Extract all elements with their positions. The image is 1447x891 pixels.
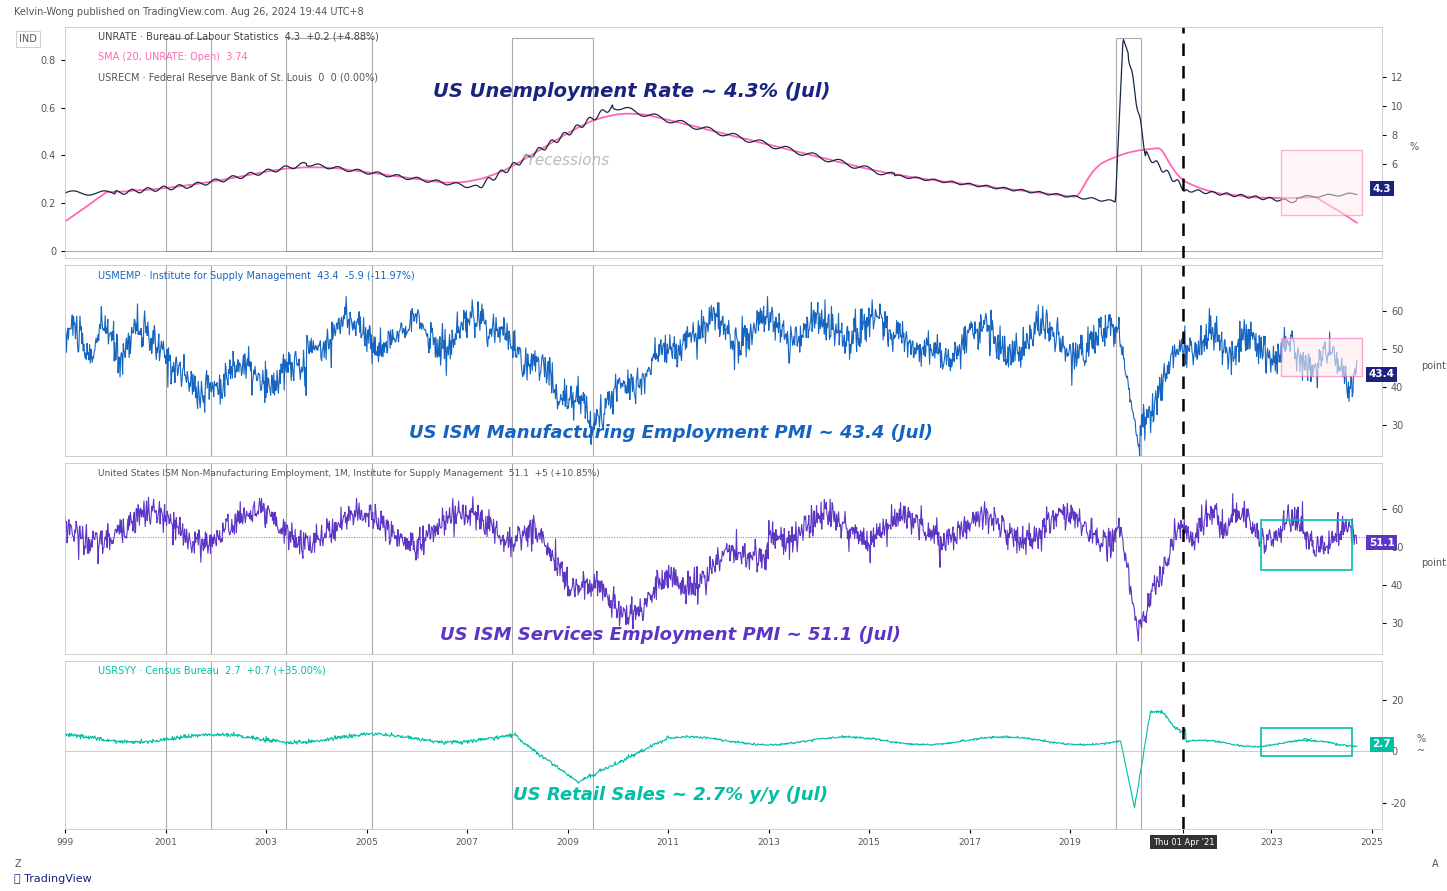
Bar bbox=[287, 38, 372, 251]
Text: IND: IND bbox=[19, 34, 38, 44]
Text: US ISM Manufacturing Employment PMI ~ 43.4 (Jul): US ISM Manufacturing Employment PMI ~ 43… bbox=[410, 424, 933, 442]
Text: United States ISM Non-Manufacturing Employment, 1M, Institute for Supply Managem: United States ISM Non-Manufacturing Empl… bbox=[98, 469, 601, 478]
Bar bbox=[287, 463, 372, 654]
Text: USRSYY · Census Bureau  2.7  +0.7 (+35.00%): USRSYY · Census Bureau 2.7 +0.7 (+35.00%… bbox=[98, 666, 326, 676]
Text: 51.1: 51.1 bbox=[1369, 537, 1395, 548]
Bar bbox=[1282, 150, 1362, 215]
Bar bbox=[287, 266, 372, 456]
Bar bbox=[165, 463, 211, 654]
Bar bbox=[165, 38, 211, 251]
Text: 43.4: 43.4 bbox=[1369, 369, 1395, 380]
Text: US ISM Services Employment PMI ~ 51.1 (Jul): US ISM Services Employment PMI ~ 51.1 (J… bbox=[440, 625, 901, 643]
Y-axis label: point: point bbox=[1421, 559, 1447, 568]
Text: US Retail Sales ~ 2.7% y/y (Jul): US Retail Sales ~ 2.7% y/y (Jul) bbox=[514, 786, 828, 804]
Bar bbox=[1262, 728, 1351, 756]
Text: A: A bbox=[1433, 859, 1438, 869]
Text: 🐦 TradingView: 🐦 TradingView bbox=[14, 874, 93, 884]
Bar bbox=[512, 463, 593, 654]
Bar bbox=[165, 661, 211, 829]
Y-axis label: %: % bbox=[1409, 143, 1420, 152]
Text: Z: Z bbox=[14, 859, 22, 869]
Text: 2.7: 2.7 bbox=[1373, 740, 1391, 749]
Bar bbox=[512, 266, 593, 456]
Text: Kelvin-Wong published on TradingView.com. Aug 26, 2024 19:44 UTC+8: Kelvin-Wong published on TradingView.com… bbox=[14, 7, 365, 17]
Bar bbox=[512, 661, 593, 829]
Y-axis label: %
~: % ~ bbox=[1417, 734, 1425, 756]
Y-axis label: point: point bbox=[1421, 361, 1447, 371]
Text: SMA (20, UNRATE: Open)  3.74: SMA (20, UNRATE: Open) 3.74 bbox=[98, 53, 247, 62]
Text: USMEMP · Institute for Supply Management  43.4  -5.9 (-11.97%): USMEMP · Institute for Supply Management… bbox=[98, 271, 415, 281]
Bar bbox=[1282, 338, 1362, 376]
Bar bbox=[165, 266, 211, 456]
Bar bbox=[1262, 520, 1351, 569]
Text: USRECM · Federal Reserve Bank of St. Louis  0  0 (0.00%): USRECM · Federal Reserve Bank of St. Lou… bbox=[98, 73, 378, 83]
Text: *recessions: *recessions bbox=[521, 153, 609, 168]
Bar bbox=[1116, 266, 1140, 456]
Bar bbox=[287, 661, 372, 829]
Text: ~: ~ bbox=[1301, 732, 1312, 747]
Text: US Unemployment Rate ~ 4.3% (Jul): US Unemployment Rate ~ 4.3% (Jul) bbox=[433, 82, 831, 101]
Bar bbox=[1116, 661, 1140, 829]
Text: UNRATE · Bureau of Labour Statistics  4.3  +0.2 (+4.88%): UNRATE · Bureau of Labour Statistics 4.3… bbox=[98, 31, 379, 41]
Text: 4.3: 4.3 bbox=[1373, 184, 1391, 193]
Bar bbox=[1116, 463, 1140, 654]
Bar bbox=[512, 38, 593, 251]
Bar bbox=[1116, 38, 1140, 251]
